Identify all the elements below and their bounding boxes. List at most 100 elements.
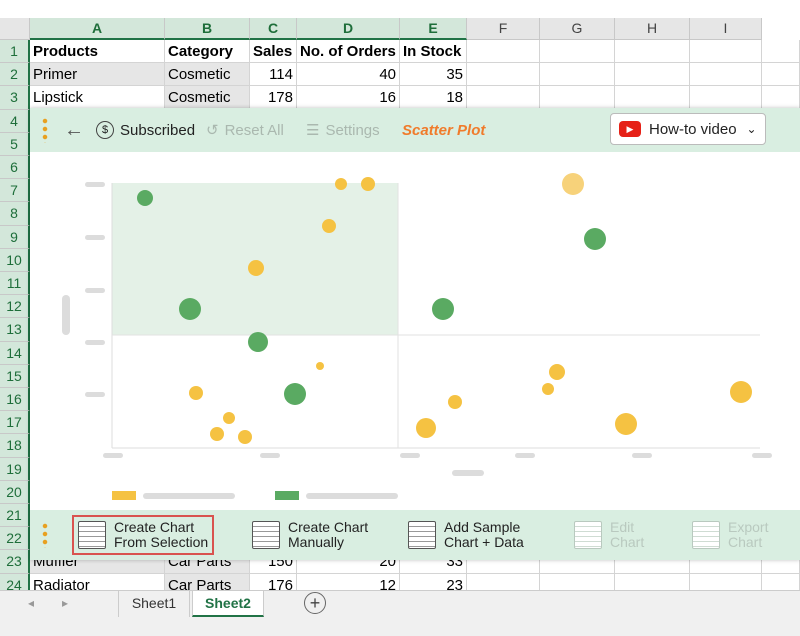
action-label-line: Create Chart xyxy=(114,519,195,535)
row-number: 23 xyxy=(0,550,30,574)
column-header: I xyxy=(690,18,762,40)
column-header: C xyxy=(250,18,297,40)
cell xyxy=(762,86,800,110)
cell xyxy=(540,63,615,87)
action-button[interactable]: Create Chart From Selection xyxy=(72,515,215,555)
subscribed-label: Subscribed xyxy=(120,121,196,139)
panel-title: Scatter Plot xyxy=(402,121,486,139)
back-button[interactable]: ← xyxy=(64,118,84,141)
bottom-toolbar: Create Chart From Selection Create Chart Ma… xyxy=(30,510,800,560)
row-number: 19 xyxy=(0,457,30,481)
row-number: 20 xyxy=(0,480,30,504)
cell xyxy=(615,40,690,64)
corner xyxy=(0,18,30,40)
placeholder xyxy=(143,493,235,499)
action-label: Export Chart xyxy=(728,520,768,550)
cell xyxy=(467,40,540,64)
sheet-tab[interactable]: Sheet1 xyxy=(118,591,190,617)
placeholder xyxy=(306,493,398,499)
cell xyxy=(762,40,800,64)
action-icon xyxy=(574,521,602,549)
video-button[interactable]: ▶ How-to video ⌄ xyxy=(610,113,766,145)
legend-swatch xyxy=(275,491,299,500)
cell xyxy=(762,63,800,87)
dropdown-arrow: ⌄ xyxy=(746,122,757,136)
row-number: 6 xyxy=(0,156,30,180)
column-header: F xyxy=(467,18,540,40)
action-label-line: Add Sample xyxy=(444,519,521,535)
cell-text: Lipstick xyxy=(30,86,165,110)
action-icon xyxy=(408,521,436,549)
action-icon xyxy=(692,521,720,549)
dot xyxy=(284,383,306,405)
sheet-tab[interactable]: Sheet2 xyxy=(192,591,264,617)
cell xyxy=(690,550,762,574)
action-icon xyxy=(78,521,106,549)
action-label: Create Chart From Selection xyxy=(114,520,208,550)
dot xyxy=(322,219,336,233)
dot xyxy=(248,332,268,352)
action-label-line: Chart xyxy=(610,534,645,550)
cell-text: Category xyxy=(165,40,250,64)
action-label-line: Export xyxy=(728,519,769,535)
placeholder xyxy=(85,392,105,397)
dot xyxy=(549,364,565,380)
dot xyxy=(335,178,347,190)
action-label-line: Chart xyxy=(728,534,763,550)
placeholder xyxy=(400,453,420,458)
sheet-tab-bar: ◂ ▸ + Sheet1 Sheet2 xyxy=(0,590,800,636)
row-number: 8 xyxy=(0,202,30,226)
cell-text: 16 xyxy=(297,86,400,110)
settings-label: Settings xyxy=(325,121,380,139)
placeholder xyxy=(632,453,652,458)
placeholder xyxy=(85,288,105,293)
dot xyxy=(562,173,584,195)
cell-text: 18 xyxy=(400,86,467,110)
row-number: 4 xyxy=(0,109,30,133)
column-header: D xyxy=(297,18,400,40)
dot xyxy=(189,386,203,400)
placeholder xyxy=(103,453,123,458)
row-number: 11 xyxy=(0,272,30,296)
placeholder xyxy=(85,340,105,345)
cell xyxy=(690,63,762,87)
action-button[interactable]: Add Sample Chart + Data xyxy=(404,515,528,555)
reset-icon: ↺ xyxy=(206,122,219,139)
cell-text: Sales xyxy=(250,40,297,64)
row-number: 12 xyxy=(0,295,30,319)
dot xyxy=(137,190,153,206)
dot xyxy=(542,383,554,395)
column-header: G xyxy=(540,18,615,40)
cell-text: Primer xyxy=(30,63,165,87)
row-number: 18 xyxy=(0,434,30,458)
action-button[interactable]: Edit Chart xyxy=(570,515,648,555)
subscribed-button[interactable]: $ Subscribed xyxy=(96,116,195,144)
chart-placeholder xyxy=(62,173,772,500)
action-label-line: Manually xyxy=(288,534,345,550)
settings-button[interactable]: ☰ Settings xyxy=(306,116,380,144)
action-button[interactable]: Create Chart Manually xyxy=(248,515,372,555)
cell xyxy=(690,40,762,64)
action-label-line: From Selection xyxy=(114,534,209,550)
dot xyxy=(316,362,324,370)
dot xyxy=(448,395,462,409)
reset-button[interactable]: ↺ Reset All xyxy=(206,116,284,144)
column-header: A xyxy=(30,18,165,40)
row-number: 17 xyxy=(0,411,30,435)
scroll-right[interactable]: ▸ xyxy=(62,596,69,610)
action-button[interactable]: Export Chart xyxy=(688,515,772,555)
row-number: 22 xyxy=(0,527,30,551)
add-sheet[interactable]: + xyxy=(304,592,326,614)
row-number: 5 xyxy=(0,132,30,156)
drag-handle[interactable] xyxy=(42,522,48,548)
column-header: E xyxy=(400,18,467,40)
subscribed-icon: $ xyxy=(96,121,114,139)
dot xyxy=(584,228,606,250)
drag-handle[interactable] xyxy=(42,117,48,143)
row-number: 10 xyxy=(0,248,30,272)
cell xyxy=(540,550,615,574)
row-number: 3 xyxy=(0,86,30,110)
action-label: Create Chart Manually xyxy=(288,520,368,550)
scroll-left[interactable]: ◂ xyxy=(28,596,35,610)
